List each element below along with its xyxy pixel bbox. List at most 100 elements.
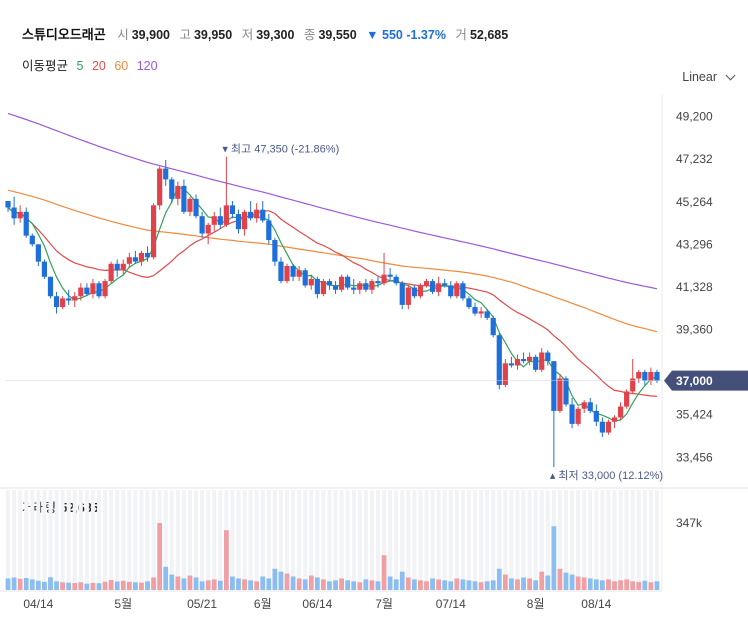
- candle-body: [120, 263, 126, 271]
- y-tick-label: 41,328: [676, 280, 713, 294]
- volume-bar: [223, 530, 229, 590]
- candle-body: [223, 205, 229, 225]
- volume-bar: [48, 577, 53, 590]
- volume-bar: [612, 581, 617, 590]
- volume-bar: [145, 581, 150, 590]
- candle-body: [581, 402, 587, 409]
- ma5-line: [7, 186, 658, 422]
- volume-bar: [308, 575, 314, 590]
- candle-body: [442, 283, 448, 286]
- volume-bar: [375, 581, 381, 590]
- volume-bar: [290, 576, 296, 590]
- volume-bar: [230, 576, 235, 590]
- candle-body: [308, 278, 314, 286]
- volume-bar: [126, 581, 132, 590]
- candle-body: [66, 298, 72, 301]
- candle-body: [551, 361, 557, 411]
- candle-body: [369, 281, 375, 290]
- candle-body: [436, 283, 442, 292]
- candle-body: [454, 283, 460, 297]
- candle-body: [502, 363, 508, 385]
- candle-body: [157, 168, 163, 206]
- volume-bar: [363, 579, 369, 590]
- candle-body: [150, 205, 157, 258]
- low-label: 저: [241, 28, 254, 42]
- volume-bar: [624, 579, 630, 590]
- volume-bar: [642, 580, 648, 590]
- candle-body: [351, 287, 357, 290]
- x-tick-label: 07/14: [436, 597, 466, 611]
- candle-body: [211, 216, 217, 225]
- y-tick-label: 49,200: [676, 110, 713, 124]
- candle-body: [199, 216, 205, 234]
- volume-bar: [321, 579, 326, 590]
- volume-bar: [66, 582, 72, 590]
- volume-bar: [242, 579, 247, 590]
- volume-bar: [490, 580, 496, 590]
- volume-bar: [618, 580, 623, 590]
- candle-body: [241, 211, 248, 230]
- volume-bar: [272, 568, 278, 590]
- x-tick-label: 04/14: [23, 597, 53, 611]
- candle-body: [90, 283, 96, 295]
- volume-bar: [527, 578, 533, 590]
- volume-bar: [266, 578, 272, 590]
- volume-bar: [84, 583, 90, 590]
- candle-body: [114, 263, 120, 271]
- y-tick-label: 33,456: [676, 450, 713, 464]
- candle-body: [593, 410, 599, 422]
- candle-body: [254, 209, 260, 219]
- volume-bar: [454, 578, 460, 590]
- low-price: 39,300: [256, 28, 295, 42]
- candle-body: [284, 265, 290, 282]
- volume-bar: [90, 582, 96, 590]
- volume-bar: [357, 582, 363, 590]
- volume-bar: [181, 578, 187, 590]
- volume-bar: [484, 581, 490, 590]
- volume-bar: [314, 577, 320, 590]
- volume-bar: [157, 523, 163, 590]
- candle-body: [648, 371, 654, 381]
- volume-bar: [163, 566, 169, 590]
- candle-body: [72, 296, 78, 301]
- candle-body: [478, 311, 484, 314]
- volume-bar: [236, 578, 241, 590]
- candle-body: [5, 201, 11, 208]
- candle-body: [332, 285, 339, 290]
- candle-body: [345, 276, 351, 288]
- volume-bar: [60, 582, 66, 590]
- candle-body: [527, 356, 533, 362]
- volume-bar: [217, 580, 223, 590]
- candle-body: [417, 285, 424, 297]
- y-tick-label: 43,296: [676, 237, 713, 251]
- volume-bar: [436, 579, 442, 590]
- volume-bar: [284, 573, 290, 590]
- volume-bar: [587, 578, 593, 590]
- volume-bar: [496, 568, 502, 590]
- candle-body: [278, 261, 284, 282]
- candle-body: [248, 211, 254, 219]
- volume-bar: [381, 555, 387, 590]
- candle-body: [405, 287, 411, 305]
- volume-bar: [260, 576, 266, 590]
- volume-bar: [636, 581, 642, 590]
- volume-bar: [248, 580, 254, 590]
- volume-bar: [29, 579, 35, 590]
- scale-label: Linear: [682, 70, 717, 84]
- x-tick-label: 08/14: [581, 597, 611, 611]
- candle-body: [533, 356, 539, 370]
- scale-selector[interactable]: Linear: [682, 70, 738, 84]
- candle-body: [326, 281, 333, 286]
- x-tick-label: 05/21: [187, 597, 217, 611]
- volume-bar: [606, 579, 611, 590]
- low-annotation: ▴ 최저 33,000 (12.12%): [550, 469, 663, 482]
- candle-body: [557, 378, 563, 411]
- volume-bar: [205, 580, 211, 590]
- volume-bar: [593, 579, 599, 590]
- volume-bar: [132, 582, 138, 590]
- y-tick-label: 45,264: [676, 195, 713, 209]
- x-tick-label: 7월: [375, 597, 393, 611]
- volume-bar: [333, 580, 338, 590]
- candle-body: [563, 378, 569, 405]
